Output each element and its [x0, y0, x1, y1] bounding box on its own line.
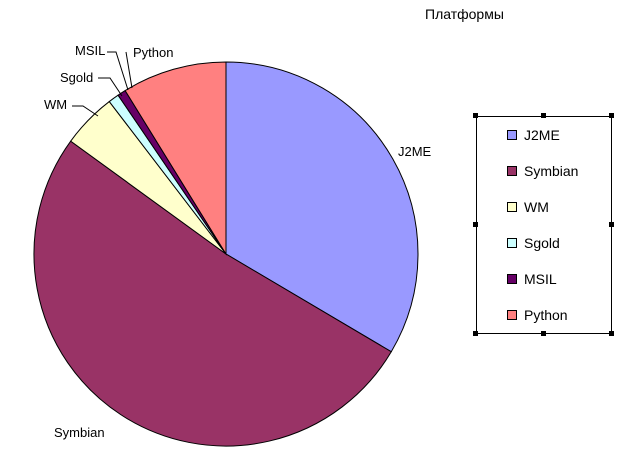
legend-item-j2me[interactable]: J2ME — [507, 127, 560, 143]
resize-handle[interactable] — [541, 113, 546, 118]
legend-swatch — [507, 238, 517, 248]
legend-swatch — [507, 274, 517, 284]
pie-slices — [33, 61, 419, 447]
slice-label-j2me: J2ME — [398, 144, 432, 159]
resize-handle[interactable] — [473, 113, 478, 118]
resize-handle[interactable] — [609, 222, 614, 227]
legend-item-msil[interactable]: MSIL — [507, 271, 557, 287]
leader-line-wm — [72, 105, 99, 117]
legend-label: Python — [524, 307, 568, 323]
legend-swatch — [507, 310, 517, 320]
slice-label-msil: MSIL — [75, 43, 105, 58]
pie-slice-symbian[interactable] — [33, 140, 392, 447]
resize-handle[interactable] — [609, 331, 614, 336]
slice-label-wm: WM — [44, 97, 67, 112]
slice-labels: J2ME Symbian WM Sgold MSIL Python — [44, 43, 432, 440]
legend-item-wm[interactable]: WM — [507, 199, 549, 215]
legend[interactable]: J2ME Symbian WM Sgold MSIL Python — [476, 116, 612, 334]
legend-swatch — [507, 166, 517, 176]
leader-line-python — [125, 51, 133, 89]
legend-label: Sgold — [524, 235, 560, 251]
legend-label: Symbian — [524, 163, 579, 179]
legend-swatch — [507, 202, 517, 212]
legend-label: J2ME — [524, 127, 560, 143]
resize-handle[interactable] — [609, 113, 614, 118]
resize-handle[interactable] — [473, 331, 478, 336]
slice-label-symbian: Symbian — [54, 425, 105, 440]
legend-label: MSIL — [524, 271, 557, 287]
resize-handle[interactable] — [473, 222, 478, 227]
resize-handle[interactable] — [541, 331, 546, 336]
legend-item-symbian[interactable]: Symbian — [507, 163, 578, 179]
legend-item-sgold[interactable]: Sgold — [507, 235, 560, 251]
leader-line-msil — [107, 51, 129, 91]
leader-line-sgold — [98, 77, 123, 97]
pie-slice-j2me[interactable] — [225, 61, 419, 353]
legend-item-python[interactable]: Python — [507, 307, 568, 323]
slice-label-sgold: Sgold — [60, 70, 93, 85]
slice-label-python: Python — [133, 45, 173, 60]
legend-swatch — [507, 130, 517, 140]
pie-slice-python[interactable] — [124, 61, 227, 256]
legend-label: WM — [524, 199, 549, 215]
chart-title: Платформы — [425, 6, 504, 22]
